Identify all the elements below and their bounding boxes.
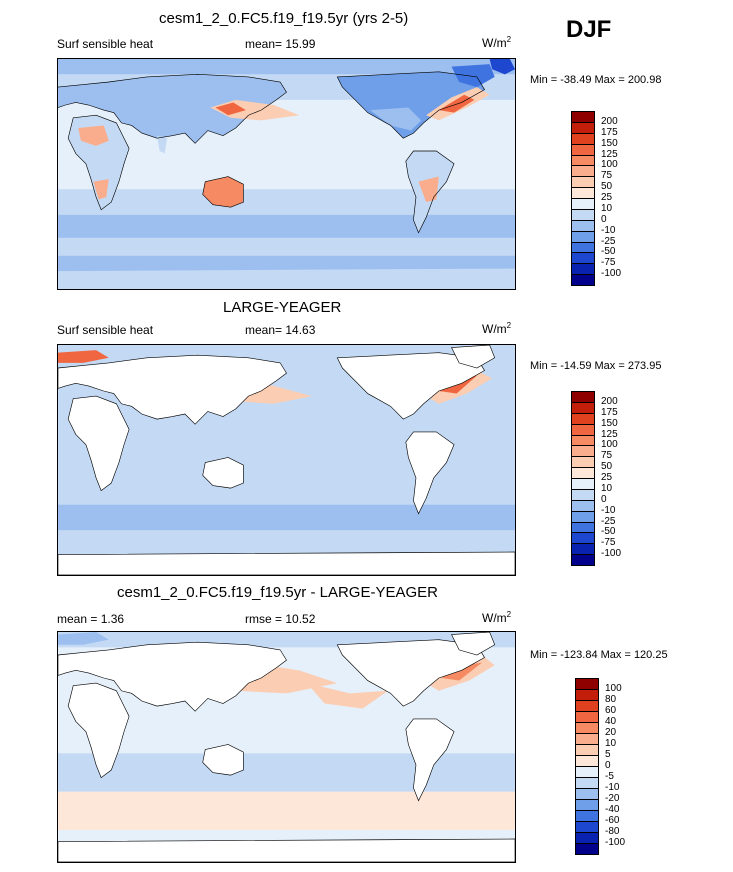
colorbar-tick-label: 0 — [605, 760, 611, 771]
colorbar-tick-label: -80 — [605, 826, 620, 837]
colorbar-tick-label: -25 — [601, 515, 616, 527]
colorbar-tick-label: 125 — [601, 148, 618, 160]
colorbar-tick-label: -20 — [605, 793, 620, 804]
colorbar-tick-label: 0 — [601, 213, 607, 225]
panel1-map — [57, 58, 516, 290]
panel1-variable-label: Surf sensible heat — [57, 37, 154, 51]
colorbar-tick-label: 0 — [601, 493, 607, 505]
colorbar-tick-label: 10 — [601, 202, 613, 214]
colorbar-tick-label: 150 — [601, 137, 618, 149]
colorbar-tick-label: 20 — [605, 727, 617, 738]
colorbar-tick-label: 40 — [605, 716, 617, 727]
colorbar-tick-label: -75 — [601, 537, 616, 549]
colorbar-tick-label: -10 — [601, 504, 616, 516]
panel3-mean-label: mean = 1.36 — [57, 612, 125, 626]
panel2-units-label: W/m2 — [482, 321, 512, 336]
panel2-minmax: Min = -14.59 Max = 273.95 — [530, 360, 662, 372]
colorbar-tick-label: -10 — [605, 782, 620, 793]
colorbar-swatch — [571, 554, 595, 566]
colorbar-tick-label: 100 — [601, 159, 618, 171]
colorbar-tick-label: 125 — [601, 428, 618, 440]
panel2-land — [58, 345, 515, 575]
panel2-colorbar: 200 175 150 125 100 75 50 25 10 0 -10 -25 -50 -75 -100 — [571, 391, 631, 566]
panel1-title: cesm1_2_0.FC5.f19_f19.5yr (yrs 2-5) — [159, 10, 409, 27]
colorbar-tick-label: 10 — [601, 482, 613, 494]
colorbar-tick-label: 80 — [605, 694, 617, 705]
panel2-title: LARGE-YEAGER — [223, 299, 342, 316]
panel1-map-svg — [58, 59, 515, 289]
colorbar-tick-label: 200 — [601, 115, 618, 127]
colorbar-tick-label: -50 — [601, 526, 616, 538]
panel1-land — [58, 64, 515, 289]
colorbar-tick-label: 25 — [601, 472, 613, 483]
colorbar-tick-label: -5 — [605, 771, 614, 782]
colorbar-tick-label: 175 — [601, 126, 618, 138]
colorbar-tick-label: -100 — [601, 548, 622, 560]
panel3-rmse-label: rmse = 10.52 — [245, 612, 316, 626]
panel3-map-svg — [58, 632, 515, 862]
panel3-units-label: W/m2 — [482, 610, 512, 625]
season-label: DJF — [566, 16, 612, 43]
colorbar-tick-label: -100 — [601, 268, 622, 280]
panel2-map — [57, 344, 516, 576]
panel1-mean-label: mean= 15.99 — [245, 37, 316, 51]
colorbar-tick-label: 100 — [605, 683, 622, 694]
panel3-colorbar: 100 80 60 40 20 10 5 0 -5 -10 -20 -40 -60 -80 -100 — [575, 678, 635, 855]
colorbar-tick-label: 50 — [601, 181, 613, 193]
panel1-minmax: Min = -38.49 Max = 200.98 — [530, 74, 662, 86]
colorbar-swatch — [575, 843, 599, 855]
colorbar-tick-label: -40 — [605, 804, 620, 815]
panel3-land — [58, 632, 515, 862]
colorbar-tick-label: 25 — [601, 192, 613, 203]
colorbar-tick-label: -75 — [601, 257, 616, 269]
colorbar-tick-label: 60 — [605, 705, 617, 716]
panel2-variable-label: Surf sensible heat — [57, 323, 154, 337]
colorbar-tick-label: 50 — [601, 461, 613, 473]
panel3-map — [57, 631, 516, 863]
colorbar-tick-label: 100 — [601, 439, 618, 451]
panel1-colorbar: 200 175 150 125 100 75 50 25 10 0 -10 -25 -50 -75 -100 — [571, 111, 631, 286]
panel1-units-label: W/m2 — [482, 35, 512, 50]
colorbar-swatch — [571, 274, 595, 286]
panel3-minmax: Min = -123.84 Max = 120.25 — [530, 649, 668, 661]
colorbar-tick-label: 10 — [605, 738, 617, 749]
colorbar-tick-label: -10 — [601, 224, 616, 236]
panel2-mean-label: mean= 14.63 — [245, 323, 316, 337]
colorbar-tick-label: -25 — [601, 235, 616, 247]
colorbar-tick-label: 150 — [601, 417, 618, 429]
colorbar-tick-label: 75 — [601, 450, 613, 462]
colorbar-tick-label: 175 — [601, 406, 618, 418]
colorbar-tick-label: -100 — [605, 837, 626, 848]
colorbar-tick-label: -60 — [605, 815, 620, 826]
colorbar-tick-label: -50 — [601, 246, 616, 258]
colorbar-tick-label: 200 — [601, 395, 618, 407]
panel3-title: cesm1_2_0.FC5.f19_f19.5yr - LARGE-YEAGER — [117, 584, 438, 601]
panel2-map-svg — [58, 345, 515, 575]
colorbar-tick-label: 75 — [601, 170, 613, 182]
colorbar-tick-label: 5 — [605, 749, 611, 760]
